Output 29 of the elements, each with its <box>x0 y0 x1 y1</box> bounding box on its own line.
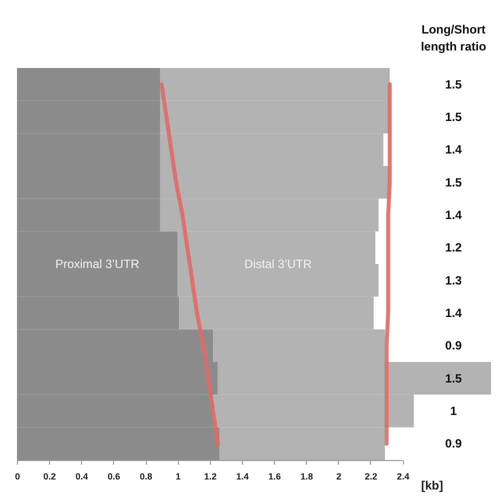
y-tick-label: 1 <box>450 404 458 418</box>
x-tick-label: 2 <box>336 472 342 482</box>
y-tick-label: 1.5 <box>445 110 462 124</box>
x-tick-label: 0 <box>14 472 20 482</box>
y-tick-label: 0.9 <box>445 436 462 451</box>
x-tick-label: 0.8 <box>140 472 152 482</box>
x-tick-label: 1.6 <box>268 472 281 482</box>
x-tick-label: 1 <box>176 472 181 482</box>
y-tick-label: 0.9 <box>445 338 462 353</box>
series-label: Proximal 3’UTR <box>55 257 140 271</box>
series-label: Distal 3’UTR <box>244 257 312 271</box>
x-tick-label: 0.2 <box>43 472 56 482</box>
y-tick-label: 1.5 <box>445 175 462 190</box>
y-tick-label: 1.4 <box>445 208 462 222</box>
y-tick-label: 1.5 <box>445 371 462 386</box>
x-tick-label: 0.4 <box>76 472 88 482</box>
y-tick-label: 1.4 <box>445 306 462 320</box>
y-tick-label: 1.4 <box>445 142 462 157</box>
x-tick-label: 2.4 <box>396 472 410 482</box>
y-tick-label: 1.3 <box>445 273 462 288</box>
x-tick-label: 1.4 <box>236 472 249 482</box>
y-axis-title: Long/Short length ratio <box>420 22 486 54</box>
x-tick-label: 2.2 <box>364 472 378 482</box>
x-tick-label: 1.8 <box>300 472 313 482</box>
x-axis-title: [kb] <box>421 478 444 492</box>
y-tick-label: 1.5 <box>445 77 462 92</box>
x-tick-label: 0.6 <box>108 472 120 482</box>
y-tick-label: 1.2 <box>445 240 462 255</box>
x-tick-label: 1.2 <box>204 472 217 482</box>
